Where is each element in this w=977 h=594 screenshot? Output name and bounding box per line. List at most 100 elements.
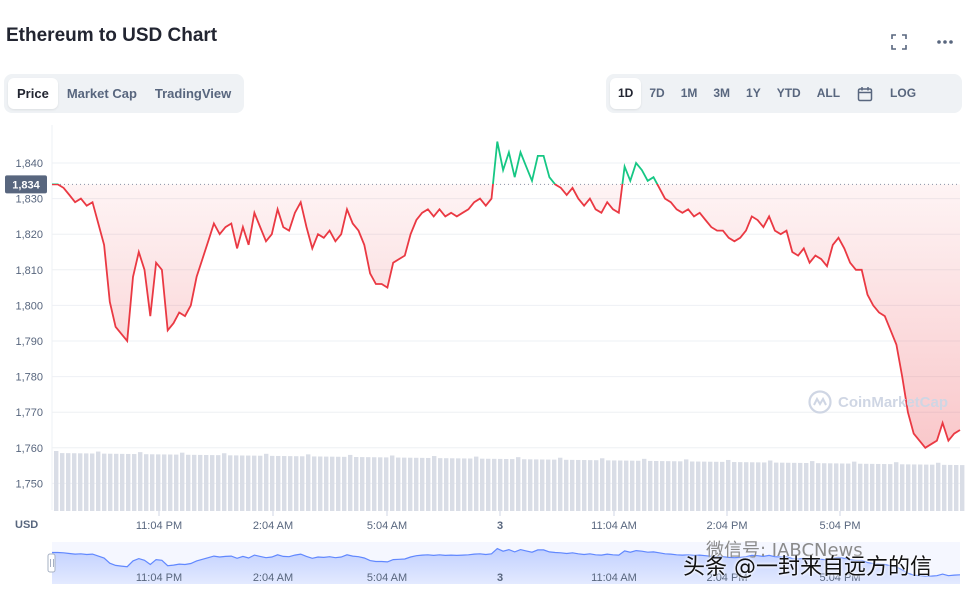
price-line-above [52,141,659,184]
tab-log[interactable]: LOG [890,86,917,100]
volume-bar [612,460,617,511]
volume-bar [492,458,497,511]
tab-market-cap[interactable]: Market Cap [66,86,137,101]
volume-bar [156,454,161,511]
calendar-icon[interactable] [848,78,882,109]
price-series [52,141,961,449]
volume-bar [684,459,689,511]
volume-bar [924,464,929,511]
volume-bar [630,460,635,511]
volume-bar [930,464,935,511]
x-tick-label: 3 [497,520,503,532]
volume-bar [894,462,899,511]
volume-bar [276,455,281,511]
volume-bar [642,458,647,511]
volume-bar [768,460,773,511]
volume-bar [576,459,581,511]
volume-bar [582,460,587,511]
tab-tradingview[interactable]: TradingView [154,86,232,101]
navigator-tick-label: 3 [497,572,503,584]
volume-bar [138,452,143,511]
y-tick-label: 1,760 [15,443,43,455]
volume-bar [750,462,755,511]
volume-bar [456,458,461,511]
y-tick-label: 1,780 [15,372,43,384]
volume-bar [312,456,317,511]
volume-bar [252,455,257,511]
y-tick-label: 1,800 [15,300,43,312]
volume-bar [876,463,881,511]
x-tick-label: 11:04 PM [136,520,182,532]
volume-bar [432,456,437,511]
volume-bar [522,459,527,511]
volume-bar [162,454,167,511]
volume-bar [264,453,269,511]
volume-bar [732,462,737,511]
volume-bars [54,451,965,511]
volume-bar [180,452,185,511]
watermark-text: CoinMarketCap [838,393,949,411]
volume-bar [846,463,851,511]
tab-price[interactable]: Price [8,78,58,109]
volume-bar [498,458,503,511]
volume-bar [54,451,59,511]
volume-bar [366,457,371,511]
tab-7d[interactable]: 7D [649,86,665,100]
volume-bar [294,456,299,511]
volume-bar [702,461,707,511]
volume-bar [570,459,575,511]
x-axis: 11:04 PM 2:04 AM 5:04 AM 3 11:04 AM 2:04 PM 5:… [136,511,860,532]
volume-bar [516,457,521,511]
volume-bar [288,456,293,511]
volume-bar [402,457,407,511]
more-icon[interactable] [935,34,955,50]
tab-ytd[interactable]: YTD [776,86,801,100]
volume-bar [558,457,563,511]
volume-bar [774,462,779,511]
navigator-tick-label: 2:04 AM [253,572,293,584]
price-line-below [52,184,961,449]
volume-bar [564,459,569,511]
navigator-tick-label: 5:04 PM [820,572,861,584]
current-price-label: 1,834 [12,179,40,191]
volume-bar [300,456,305,511]
volume-bar [126,453,131,511]
navigator-tick-label: 5:04 AM [367,572,407,584]
volume-bar [780,462,785,511]
volume-bar [804,463,809,511]
navigator-tick-label: 11:04 AM [591,572,637,584]
volume-bar [450,458,455,511]
price-area-fill [52,184,960,448]
tab-3m[interactable]: 3M [713,86,731,100]
volume-bar [864,463,869,511]
navigator-line [52,547,961,578]
volume-bar [888,464,893,511]
volume-bar [186,454,191,511]
volume-bar [444,458,449,511]
volume-bar [618,460,623,511]
volume-bar [870,463,875,511]
volume-bar [486,458,491,511]
tab-1d[interactable]: 1D [610,78,642,109]
volume-bar [654,461,659,511]
volume-bar [762,462,767,511]
volume-bar [306,454,311,511]
volume-bar [216,455,221,511]
tab-all[interactable]: ALL [816,86,841,100]
volume-bar [648,460,653,511]
volume-bar [672,461,677,511]
volume-bar [390,455,395,511]
volume-bar [528,459,533,511]
volume-bar [108,453,113,511]
volume-bar [798,462,803,511]
volume-bar [378,457,383,511]
volume-bar [78,453,83,511]
tab-1m[interactable]: 1M [680,86,698,100]
tab-1y[interactable]: 1Y [746,86,761,100]
navigator-handle-left[interactable] [47,553,56,573]
fullscreen-icon[interactable] [889,34,909,50]
volume-bar [828,463,833,511]
volume-bar [708,461,713,511]
volume-bar [168,454,173,511]
